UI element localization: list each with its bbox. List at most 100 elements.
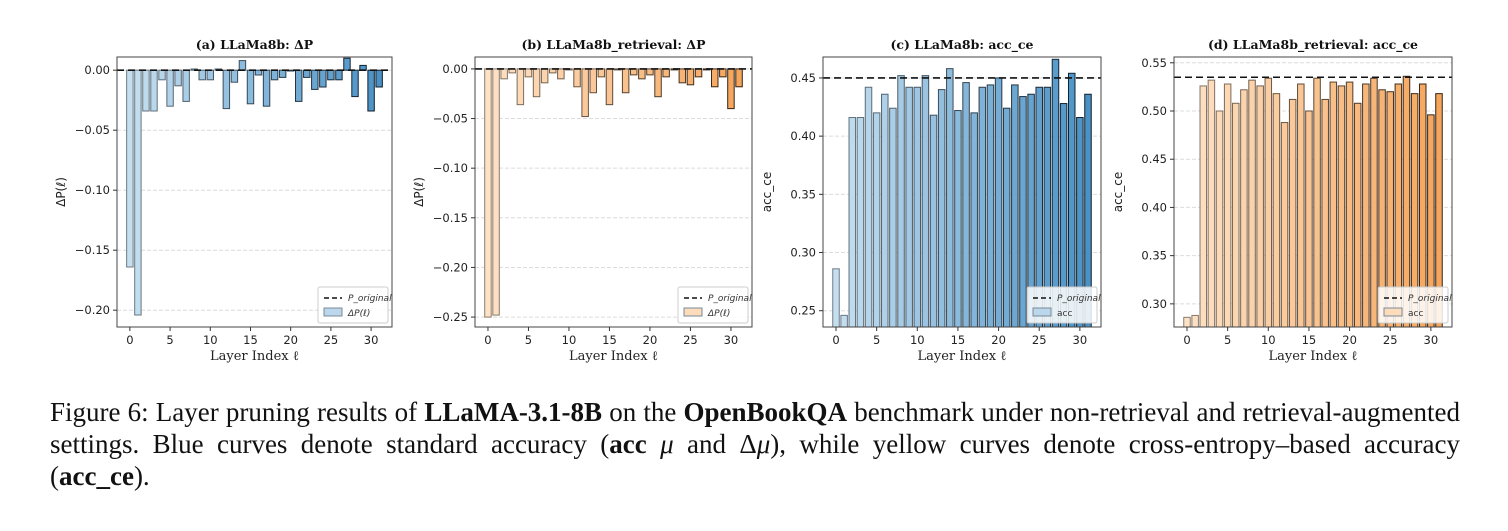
x-tick-label: 15 (951, 333, 966, 347)
bar (492, 68, 500, 316)
bar (897, 75, 905, 328)
bar (913, 86, 922, 328)
chart-svg-c: (c) LLaMa8b: acc_ce 0.25 0.30 0.35 0.40 0.45 0… (760, 37, 1102, 364)
x-tick-label: 5 (525, 333, 532, 347)
y-tick-label: 0.40 (1141, 200, 1167, 214)
bar (1264, 77, 1273, 328)
x-axis-label: Layer Index ℓ (569, 349, 658, 364)
caption-and: and Δ (673, 429, 757, 459)
bar (1345, 81, 1354, 328)
legend-label-series: acc (1408, 309, 1423, 319)
y-tick-label: 0.50 (1141, 104, 1167, 118)
bar (905, 86, 913, 328)
legend: P_original ΔP(ℓ) (677, 286, 752, 324)
x-tick-label: 5 (873, 333, 880, 347)
bar (881, 93, 889, 328)
bar (311, 69, 319, 90)
y-tick-label: −0.05 (75, 123, 110, 137)
bar (1002, 107, 1011, 328)
bar (946, 68, 954, 328)
bar (711, 68, 719, 88)
bar (182, 69, 190, 102)
legend: P_original ΔP(ℓ) (317, 286, 392, 324)
panel-c: (c) LLaMa8b: acc_ce 0.25 0.30 0.35 0.40 0.45 0… (752, 30, 1112, 370)
panel-a: (a) LLaMa8b: ΔP 0.00 −0.05 −0.10 −0.15 −0.20 0… (0, 30, 400, 370)
bar (1199, 85, 1208, 328)
legend-label-reference: P_original (708, 294, 752, 304)
x-tick-label: 30 (364, 333, 379, 347)
axes-frame (474, 56, 753, 328)
bar (1353, 102, 1362, 328)
y-axis-label: ΔP(ℓ) (412, 177, 426, 207)
panel-b: (b) LLaMa8b_retrieval: ΔP 0.00 −0.05 −0.10 −… (395, 30, 775, 370)
bar (222, 69, 231, 110)
bar (1272, 93, 1281, 328)
bar (872, 112, 881, 328)
bar (254, 69, 263, 76)
bar (621, 68, 630, 94)
bar (1337, 85, 1346, 328)
bar (295, 69, 303, 102)
bar (638, 68, 646, 80)
y-axis-label: acc_ce (1111, 172, 1125, 213)
caption-benchmark: OpenBookQA (683, 397, 848, 427)
bar (278, 69, 287, 78)
x-tick-label: 10 (1261, 333, 1276, 347)
bar (1215, 110, 1224, 328)
caption-acc: acc (609, 429, 647, 459)
bar (1011, 84, 1019, 328)
bar (921, 75, 930, 328)
bar (889, 107, 897, 328)
bar (1232, 102, 1240, 328)
legend-label-series: ΔP(ℓ) (347, 309, 370, 319)
legend-label-reference: P_original (348, 294, 392, 304)
bar (654, 68, 662, 98)
x-tick-label: 5 (1224, 333, 1231, 347)
bar (686, 68, 695, 86)
bar (150, 69, 158, 112)
x-axis-label: Layer Index ℓ (210, 349, 299, 364)
x-tick-label: 0 (1183, 333, 1190, 347)
caption-prefix: Figure 6: Layer pruning results of (50, 397, 425, 427)
bar (1305, 110, 1313, 328)
bar (1288, 98, 1297, 328)
bar (540, 68, 549, 84)
x-axis-label: Layer Index ℓ (1269, 349, 1358, 364)
x-tick-label: 25 (1032, 333, 1047, 347)
y-tick-label: −0.25 (433, 310, 468, 324)
panel-d: (d) LLaMa8b_retrieval: acc_ce 0.30 0.35 0.4… (1110, 30, 1508, 370)
legend-label-reference: P_original (1408, 294, 1452, 304)
bar (327, 69, 335, 81)
bar (573, 68, 581, 88)
x-tick-label: 25 (324, 333, 339, 347)
y-tick-label: 0.25 (790, 304, 816, 318)
x-tick-label: 20 (991, 333, 1006, 347)
bar (375, 69, 383, 88)
chart-title: (c) LLaMa8b: acc_ce (891, 37, 1034, 53)
bar (994, 77, 1003, 328)
bar (1019, 96, 1027, 328)
y-axis-label: acc_ce (760, 172, 774, 213)
chart-svg-b: (b) LLaMa8b_retrieval: ΔP 0.00 −0.05 −0.10 −… (412, 37, 753, 364)
x-tick-label: 20 (1342, 333, 1357, 347)
caption-mu2: μ (756, 429, 771, 459)
x-tick-label: 15 (602, 333, 617, 347)
figure-caption: Figure 6: Layer pruning results of LLaMA… (50, 396, 1460, 492)
bar (678, 68, 687, 84)
caption-mid2: benchmark under non-retrieval and retrie… (50, 397, 1460, 459)
y-tick-label: 0.30 (790, 246, 816, 260)
bar (246, 69, 255, 105)
chart-svg-a: (a) LLaMa8b: ΔP 0.00 −0.05 −0.10 −0.15 −0.20 0… (54, 37, 393, 364)
chart-title: (a) LLaMa8b: ΔP (196, 37, 314, 52)
bar (238, 60, 247, 71)
bar (1240, 89, 1248, 328)
bar (303, 69, 311, 78)
bar (1183, 316, 1191, 328)
x-tick-label: 30 (1424, 333, 1439, 347)
bar (597, 68, 606, 78)
y-tick-label: −0.20 (75, 303, 110, 317)
bar (929, 114, 938, 328)
x-tick-label: 15 (243, 333, 258, 347)
legend-label-series: ΔP(ℓ) (707, 309, 730, 319)
